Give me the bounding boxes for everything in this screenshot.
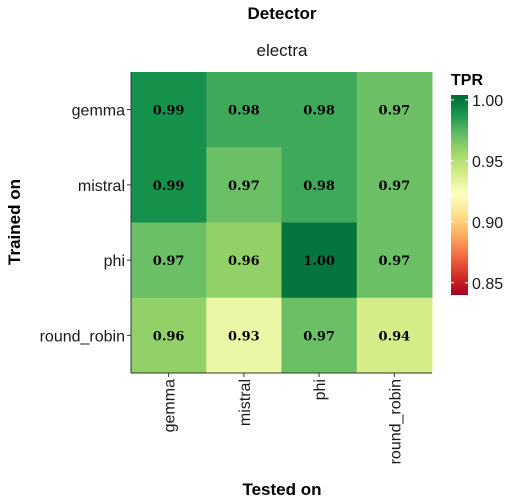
legend-tick-label: 0.95 <box>472 154 503 171</box>
cell-value-label: 0.96 <box>228 254 260 269</box>
heatmap-cell <box>206 147 282 223</box>
legend-title: TPR <box>451 72 483 89</box>
heatmap-cell <box>281 297 358 374</box>
legend-tick-label: 0.85 <box>472 276 503 293</box>
heatmap-cell <box>356 222 433 299</box>
heatmap-cell <box>356 147 433 223</box>
legend-tick-label: 1.00 <box>472 93 503 110</box>
x-tick-label: mistral <box>237 379 254 426</box>
cell-value-label: 0.97 <box>153 254 185 269</box>
heatmap-cell <box>206 72 282 148</box>
heatmap-cell <box>206 222 282 299</box>
legend-colorbar <box>451 95 468 295</box>
heatmap-cell-labels: 0.99 0.98 0.98 0.97 0.99 0.97 0.98 0.97 0.97 0.96… <box>153 104 410 345</box>
x-tick-label: round_robin <box>387 379 404 464</box>
heatmap-cell <box>206 297 282 374</box>
y-tick-label: gemma <box>72 103 125 120</box>
chart-title: Detector <box>248 4 317 23</box>
cell-value-label: 0.94 <box>379 329 411 344</box>
y-tick-label: round_robin <box>40 328 125 345</box>
y-axis-ticks: gemma mistral phi round_robin <box>40 103 131 345</box>
heatmap-cell <box>131 147 207 223</box>
x-tick-label: phi <box>312 379 329 400</box>
heatmap-cell <box>281 222 358 299</box>
facet-title: electra <box>256 41 308 60</box>
y-axis-title: Trained on <box>5 179 24 265</box>
cell-value-label: 0.98 <box>303 179 335 194</box>
y-tick-label: mistral <box>78 178 125 195</box>
y-tick-label: phi <box>104 253 125 270</box>
cell-value-label: 0.97 <box>228 179 260 194</box>
heatmap-cells <box>131 72 433 374</box>
cell-value-label: 0.97 <box>303 329 335 344</box>
heatmap-cell <box>356 72 433 148</box>
x-axis-title: Tested on <box>242 480 321 499</box>
cell-value-label: 1.00 <box>303 254 335 269</box>
cell-value-label: 0.99 <box>153 179 185 194</box>
heatmap-cell <box>281 147 358 223</box>
color-legend: TPR 0.85 0.90 0.95 1.00 <box>451 72 503 295</box>
cell-value-label: 0.97 <box>379 254 411 269</box>
legend-ticks: 0.85 0.90 0.95 1.00 <box>451 93 503 293</box>
cell-value-label: 0.97 <box>379 179 411 194</box>
x-tick-label: gemma <box>162 379 179 432</box>
legend-tick-label: 0.90 <box>472 215 503 232</box>
cell-value-label: 0.99 <box>153 104 185 119</box>
cell-value-label: 0.98 <box>228 104 260 119</box>
heatmap-cell <box>131 222 207 299</box>
cell-value-label: 0.98 <box>303 104 335 119</box>
cell-value-label: 0.93 <box>228 329 260 344</box>
cell-value-label: 0.96 <box>153 329 185 344</box>
heatmap-cell <box>356 297 433 374</box>
heatmap-cell <box>131 297 207 374</box>
heatmap-cell <box>281 72 358 148</box>
x-axis-ticks: gemma mistral phi round_robin <box>162 373 404 464</box>
cell-value-label: 0.97 <box>379 104 411 119</box>
heatmap-cell <box>131 72 207 148</box>
